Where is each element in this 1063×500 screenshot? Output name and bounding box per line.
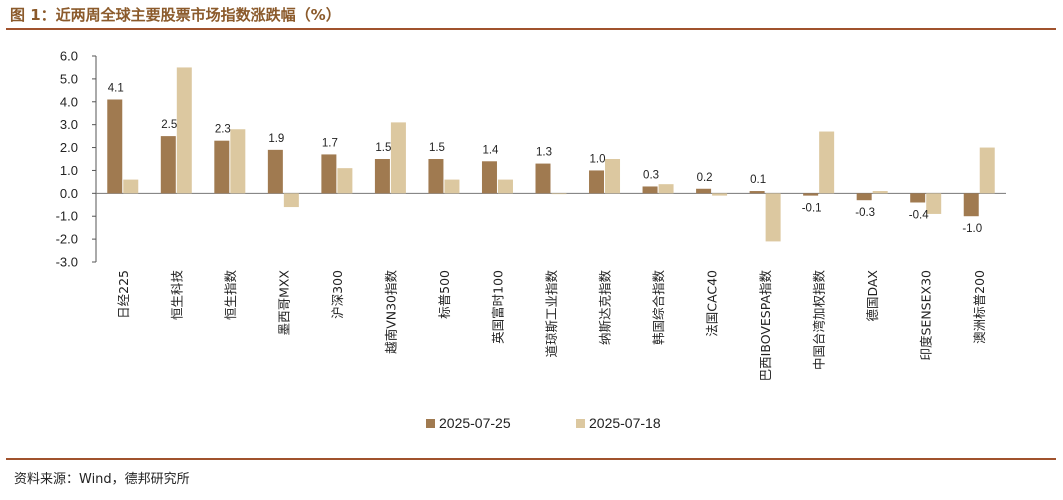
- data-label: 0.2: [697, 172, 713, 184]
- data-label: 2.3: [215, 124, 231, 136]
- category-label: 恒生指数: [223, 270, 238, 321]
- y-tick-label: 5.0: [60, 71, 78, 86]
- bar-series2: [444, 179, 460, 194]
- source-note: 资料来源：Wind，德邦研究所: [14, 472, 190, 487]
- y-tick-label: -3.0: [56, 255, 78, 270]
- data-label: 1.5: [375, 142, 391, 154]
- bar-series1: [963, 193, 979, 217]
- bar-series2: [926, 193, 942, 214]
- y-tick-label: 1.0: [60, 163, 78, 178]
- bar-series1: [749, 191, 765, 194]
- bar-series2: [819, 131, 835, 194]
- bar-series2: [390, 122, 406, 194]
- bar-series2: [551, 193, 567, 195]
- category-label: 越南VN30指数: [383, 270, 398, 354]
- y-tick-label: 6.0: [60, 49, 78, 64]
- bar-series2: [605, 159, 621, 194]
- bar-series1: [321, 154, 337, 194]
- axes: 6.0 5.0 4.0 3.0 2.0 1.0 0.0 -1.0 -2.0 -3.0: [56, 49, 1006, 270]
- data-label: 1.4: [482, 144, 499, 156]
- category-label: 英国富时100: [490, 270, 505, 344]
- bar-series2: [765, 193, 781, 242]
- data-label: -1.0: [962, 223, 982, 235]
- category-label: 日经225: [116, 270, 131, 319]
- bar-series1: [214, 140, 230, 194]
- y-tick-label: 4.0: [60, 94, 78, 109]
- y-tick-label: 3.0: [60, 117, 78, 132]
- legend: 2025-07-25 2025-07-18: [426, 415, 661, 431]
- data-label: -0.3: [855, 207, 875, 219]
- bar-series2: [230, 129, 246, 194]
- bar-series1: [910, 193, 926, 203]
- top-rule: [6, 28, 1056, 30]
- data-label: -0.4: [909, 209, 929, 221]
- bar-series1: [856, 193, 872, 201]
- bar-series2: [658, 184, 674, 194]
- category-label: 澳洲标普200: [972, 270, 987, 344]
- category-label: 印度SENSEX30: [919, 270, 934, 361]
- data-label: 0.1: [750, 174, 766, 186]
- category-label: 韩国综合指数: [651, 270, 666, 346]
- bar-series1: [589, 170, 605, 194]
- data-label: 0.3: [643, 169, 659, 181]
- bottom-rule: [6, 458, 1056, 460]
- data-label: 1.0: [590, 153, 606, 165]
- data-label: -0.1: [802, 203, 822, 215]
- data-label: 1.9: [268, 133, 284, 145]
- bar-series2: [176, 67, 192, 194]
- bar-series2: [712, 193, 728, 196]
- bar-series1: [374, 159, 390, 194]
- data-label: 1.5: [429, 142, 445, 154]
- category-label: 巴西IBOVESPA指数: [758, 270, 773, 382]
- category-labels: 日经225 恒生科技 恒生指数 墨西哥MXX 沪深300 越南VN30指数 标普500 英国富…: [116, 270, 987, 382]
- category-label: 标普500: [437, 270, 452, 319]
- category-label: 纳斯达克指数: [598, 270, 613, 346]
- category-label: 德国DAX: [865, 270, 880, 322]
- legend-label-series1: 2025-07-25: [439, 415, 511, 431]
- y-tick-label: 0.0: [60, 186, 78, 201]
- bar-series1: [267, 149, 283, 194]
- legend-swatch-series2: [576, 419, 585, 428]
- legend-label-series2: 2025-07-18: [589, 415, 661, 431]
- bar-series2: [283, 193, 299, 208]
- bar-series1: [696, 188, 712, 194]
- y-tick-label: 2.0: [60, 140, 78, 155]
- category-label: 道琼斯工业指数: [544, 270, 559, 358]
- data-label: 1.3: [536, 147, 552, 159]
- data-label: 2.5: [161, 119, 177, 131]
- legend-swatch-series1: [426, 419, 435, 428]
- bar-series2: [337, 168, 353, 194]
- bar-series2: [979, 147, 995, 194]
- bar-series1: [107, 99, 123, 194]
- y-tick-label: -1.0: [56, 209, 78, 224]
- figure-title: 图 1：近两周全球主要股票市场指数涨跌幅（%）: [10, 6, 341, 24]
- category-label: 墨西哥MXX: [276, 270, 291, 336]
- category-label: 法国CAC40: [705, 270, 720, 337]
- category-label: 恒生科技: [169, 270, 184, 321]
- category-label: 中国台湾加权指数: [812, 270, 827, 371]
- y-tick-label: -2.0: [56, 232, 78, 247]
- data-label: 1.7: [322, 137, 338, 149]
- bar-series1: [481, 161, 497, 194]
- bar-series2: [123, 179, 139, 194]
- data-labels: 4.1 2.5 2.3 1.9 1.7 1.5 1.5 1.4 1.3 1.0 0.3 0.2 0.1 -…: [108, 82, 982, 235]
- bar-series1: [160, 136, 176, 194]
- bar-series1: [535, 163, 551, 194]
- category-label: 沪深300: [330, 270, 345, 319]
- bar-series1: [803, 193, 819, 196]
- bar-series2: [872, 191, 888, 194]
- bar-series1: [428, 159, 444, 194]
- bars: [107, 67, 995, 242]
- bar-series2: [497, 179, 513, 194]
- bar-series1: [642, 186, 658, 194]
- data-label: 4.1: [108, 82, 124, 94]
